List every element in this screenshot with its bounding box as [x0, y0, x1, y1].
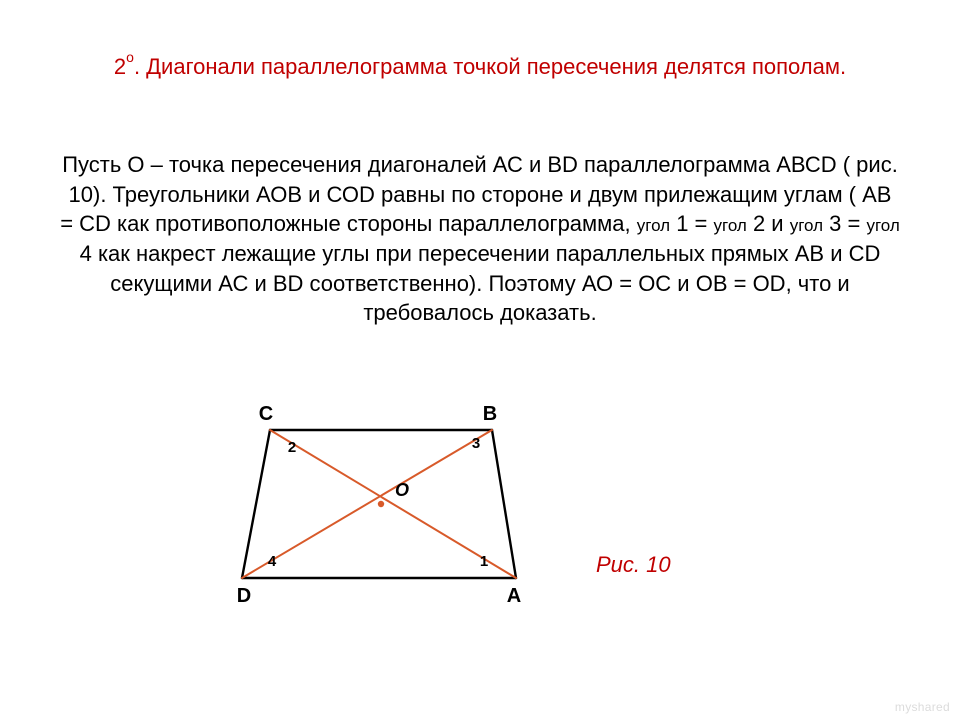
body-s3: угол	[790, 216, 823, 235]
watermark: myshared	[895, 700, 950, 714]
proof-text: Пусть О – точка пересечения диагоналей А…	[60, 150, 900, 328]
label-A: А	[507, 585, 521, 607]
body-s4: угол	[866, 216, 899, 235]
side-BA	[492, 430, 516, 578]
label-O: О	[395, 480, 409, 500]
body-p3: 2 и	[747, 211, 790, 236]
angle-3: 3	[472, 435, 480, 452]
parallelogram-figure: С В D А О 1 2 3 4	[220, 400, 580, 630]
figure-svg: С В D А О 1 2 3 4	[220, 400, 580, 630]
body-p5: 4 как накрест лежащие углы при пересечен…	[80, 241, 881, 325]
title-rest: . Диагонали параллелограмма точкой перес…	[134, 54, 846, 79]
title-prefix: 2	[114, 54, 126, 79]
label-C: С	[259, 403, 273, 425]
figure-caption: Рис. 10	[596, 552, 671, 578]
angle-1: 1	[480, 553, 488, 570]
angle-2: 2	[288, 439, 296, 456]
side-DC	[242, 430, 270, 578]
diag-DB	[242, 430, 492, 578]
page: 2o. Диагонали параллелограмма точкой пер…	[0, 0, 960, 720]
body-p2: 1 =	[670, 211, 713, 236]
body-s1: угол	[637, 216, 670, 235]
theorem-title: 2o. Диагонали параллелограмма точкой пер…	[0, 52, 960, 83]
body-p4: 3 =	[823, 211, 866, 236]
title-sup: o	[126, 49, 134, 65]
angle-4: 4	[268, 553, 277, 570]
label-B: В	[483, 403, 497, 425]
point-O-dot	[378, 501, 384, 507]
label-D: D	[237, 585, 251, 607]
body-s2: угол	[714, 216, 747, 235]
